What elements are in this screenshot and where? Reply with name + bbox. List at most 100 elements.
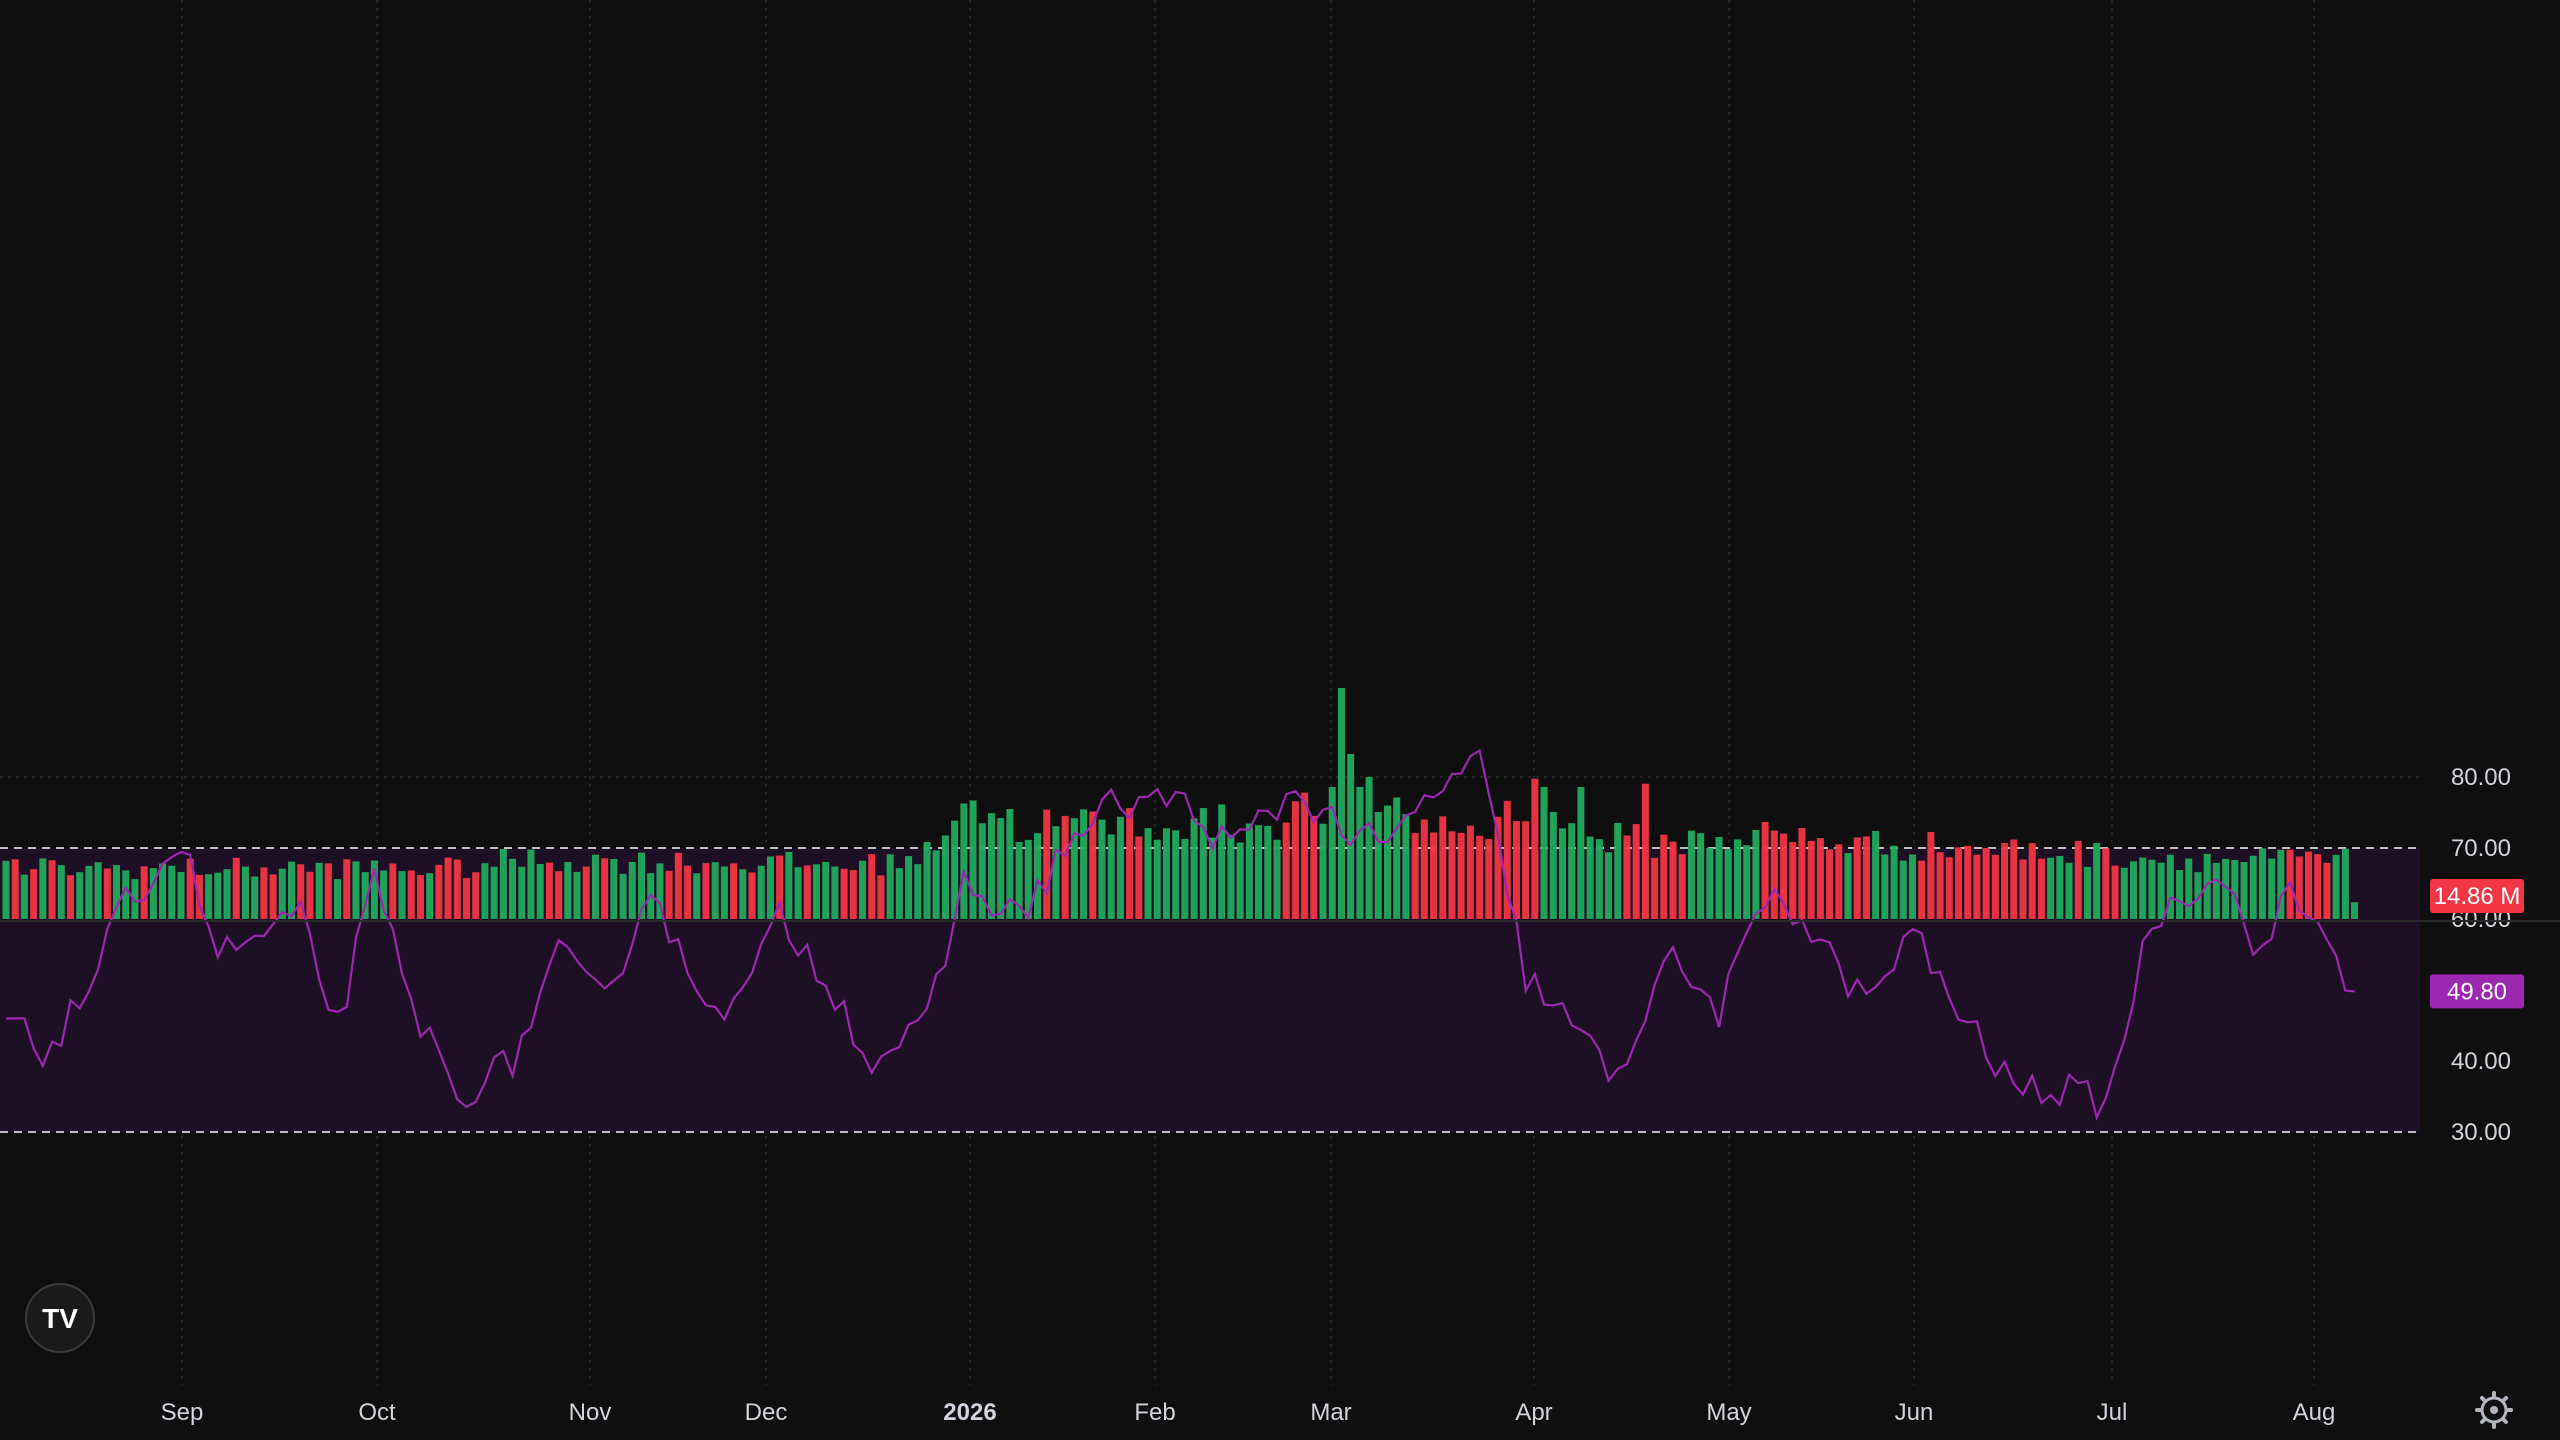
volume-bar — [702, 863, 710, 919]
volume-bar — [1034, 833, 1042, 919]
volume-bar — [499, 849, 507, 919]
volume-bar — [1964, 845, 1972, 919]
volume-bar — [1669, 841, 1677, 919]
volume-bar — [1190, 818, 1198, 919]
time-tick-label: May — [1706, 1399, 1751, 1426]
volume-bar — [472, 872, 480, 919]
volume-bar — [978, 823, 986, 919]
rsi-badge-text: 49.80 — [2447, 978, 2507, 1005]
volume-bar — [361, 872, 369, 919]
time-tick-label: Dec — [745, 1399, 788, 1426]
volume-bar — [1476, 835, 1484, 919]
volume-bar — [868, 854, 876, 919]
volume-bar — [2120, 867, 2128, 919]
volume-bar — [2148, 859, 2156, 919]
volume-bar — [1512, 821, 1520, 919]
volume-badge-text: 14.86 M — [2434, 883, 2521, 910]
tradingview-logo-icon[interactable]: TV — [25, 1283, 95, 1353]
volume-bar — [1973, 854, 1981, 919]
volume-bar — [1015, 841, 1023, 919]
volume-bar — [1899, 860, 1907, 919]
volume-bar — [960, 803, 968, 919]
volume-bar — [453, 859, 461, 919]
volume-bar — [306, 871, 314, 919]
rsi-tick-label: 40.00 — [2451, 1048, 2511, 1075]
time-tick-label: Jul — [2097, 1399, 2128, 1426]
volume-bar — [1043, 809, 1051, 919]
rsi-tick-label: 80.00 — [2451, 764, 2511, 791]
rsi-line — [5, 748, 2355, 1121]
volume-bar — [1448, 831, 1456, 919]
time-tick-label: Mar — [1310, 1399, 1351, 1426]
volume-bar — [1485, 839, 1493, 919]
volume-bar — [1347, 754, 1355, 919]
volume-bar — [85, 865, 93, 919]
volume-bar — [2065, 862, 2073, 919]
volume-bar — [859, 860, 867, 919]
volume-bar — [57, 865, 65, 919]
volume-bar — [1853, 837, 1861, 919]
volume-bar — [1614, 822, 1622, 919]
time-tick-label: Sep — [161, 1399, 204, 1426]
volume-bar — [1328, 787, 1336, 919]
volume-bar — [214, 872, 222, 919]
volume-bar — [30, 869, 38, 919]
volume-bar — [1172, 830, 1180, 919]
volume-bar — [619, 873, 627, 919]
volume-bar — [149, 868, 157, 919]
volume-bar — [1770, 830, 1778, 919]
volume-bar — [2047, 857, 2055, 919]
volume-bar — [1632, 824, 1640, 919]
volume-bar — [1080, 809, 1088, 919]
volume-bar — [2332, 854, 2340, 919]
volume-bar — [2194, 872, 2202, 919]
time-tick-label: 2026 — [943, 1399, 996, 1426]
settings-gear-icon[interactable] — [2475, 1391, 2513, 1429]
volume-bar — [297, 864, 305, 919]
volume-bar — [1918, 860, 1926, 919]
volume-bar — [2176, 870, 2184, 919]
volume-bar — [2295, 856, 2303, 919]
volume-bar — [343, 859, 351, 919]
volume-bar — [269, 874, 277, 919]
volume-bar — [2139, 857, 2147, 919]
volume-bar — [1835, 844, 1843, 919]
volume-bar — [435, 864, 443, 919]
volume-bar — [2083, 866, 2091, 919]
volume-bar — [1522, 821, 1530, 919]
volume-bar — [76, 872, 84, 919]
volume-bar — [1337, 688, 1345, 919]
volume-bar — [776, 855, 784, 919]
volume-bar — [1181, 839, 1189, 919]
volume-bar — [2203, 853, 2211, 919]
volume-bar — [1623, 835, 1631, 919]
volume-bar — [1605, 852, 1613, 919]
volume-bar — [315, 862, 323, 919]
volume-bar — [1798, 827, 1806, 919]
rsi-tick-label: 30.00 — [2451, 1119, 2511, 1146]
volume-bar — [389, 863, 397, 919]
volume-bar — [2157, 862, 2165, 919]
volume-bar — [518, 866, 526, 919]
volume-bar — [2240, 862, 2248, 919]
volume-bar — [1466, 825, 1474, 919]
volume-bar — [1568, 823, 1576, 919]
volume-bar — [601, 858, 609, 919]
time-axis[interactable]: Sep Oct Nov Dec 2026 Feb Mar Apr May Jun Jul Aug — [161, 1399, 2336, 1426]
volume-bar — [444, 857, 452, 919]
volume-bar — [1107, 834, 1115, 919]
volume-bar — [1881, 854, 1889, 919]
rsi-indicator — [5, 748, 2355, 1121]
volume-bar — [11, 859, 19, 919]
volume-bar — [849, 870, 857, 919]
volume-bar — [278, 868, 286, 919]
time-tick-label: Apr — [1515, 1399, 1552, 1426]
volume-bar — [1651, 857, 1659, 919]
volume-bar — [2019, 859, 2027, 919]
volume-bar — [2305, 851, 2312, 919]
volume-bar — [1733, 839, 1741, 919]
volume-bar — [334, 879, 342, 919]
volume-bar — [260, 867, 268, 919]
volume-bar — [426, 873, 434, 919]
